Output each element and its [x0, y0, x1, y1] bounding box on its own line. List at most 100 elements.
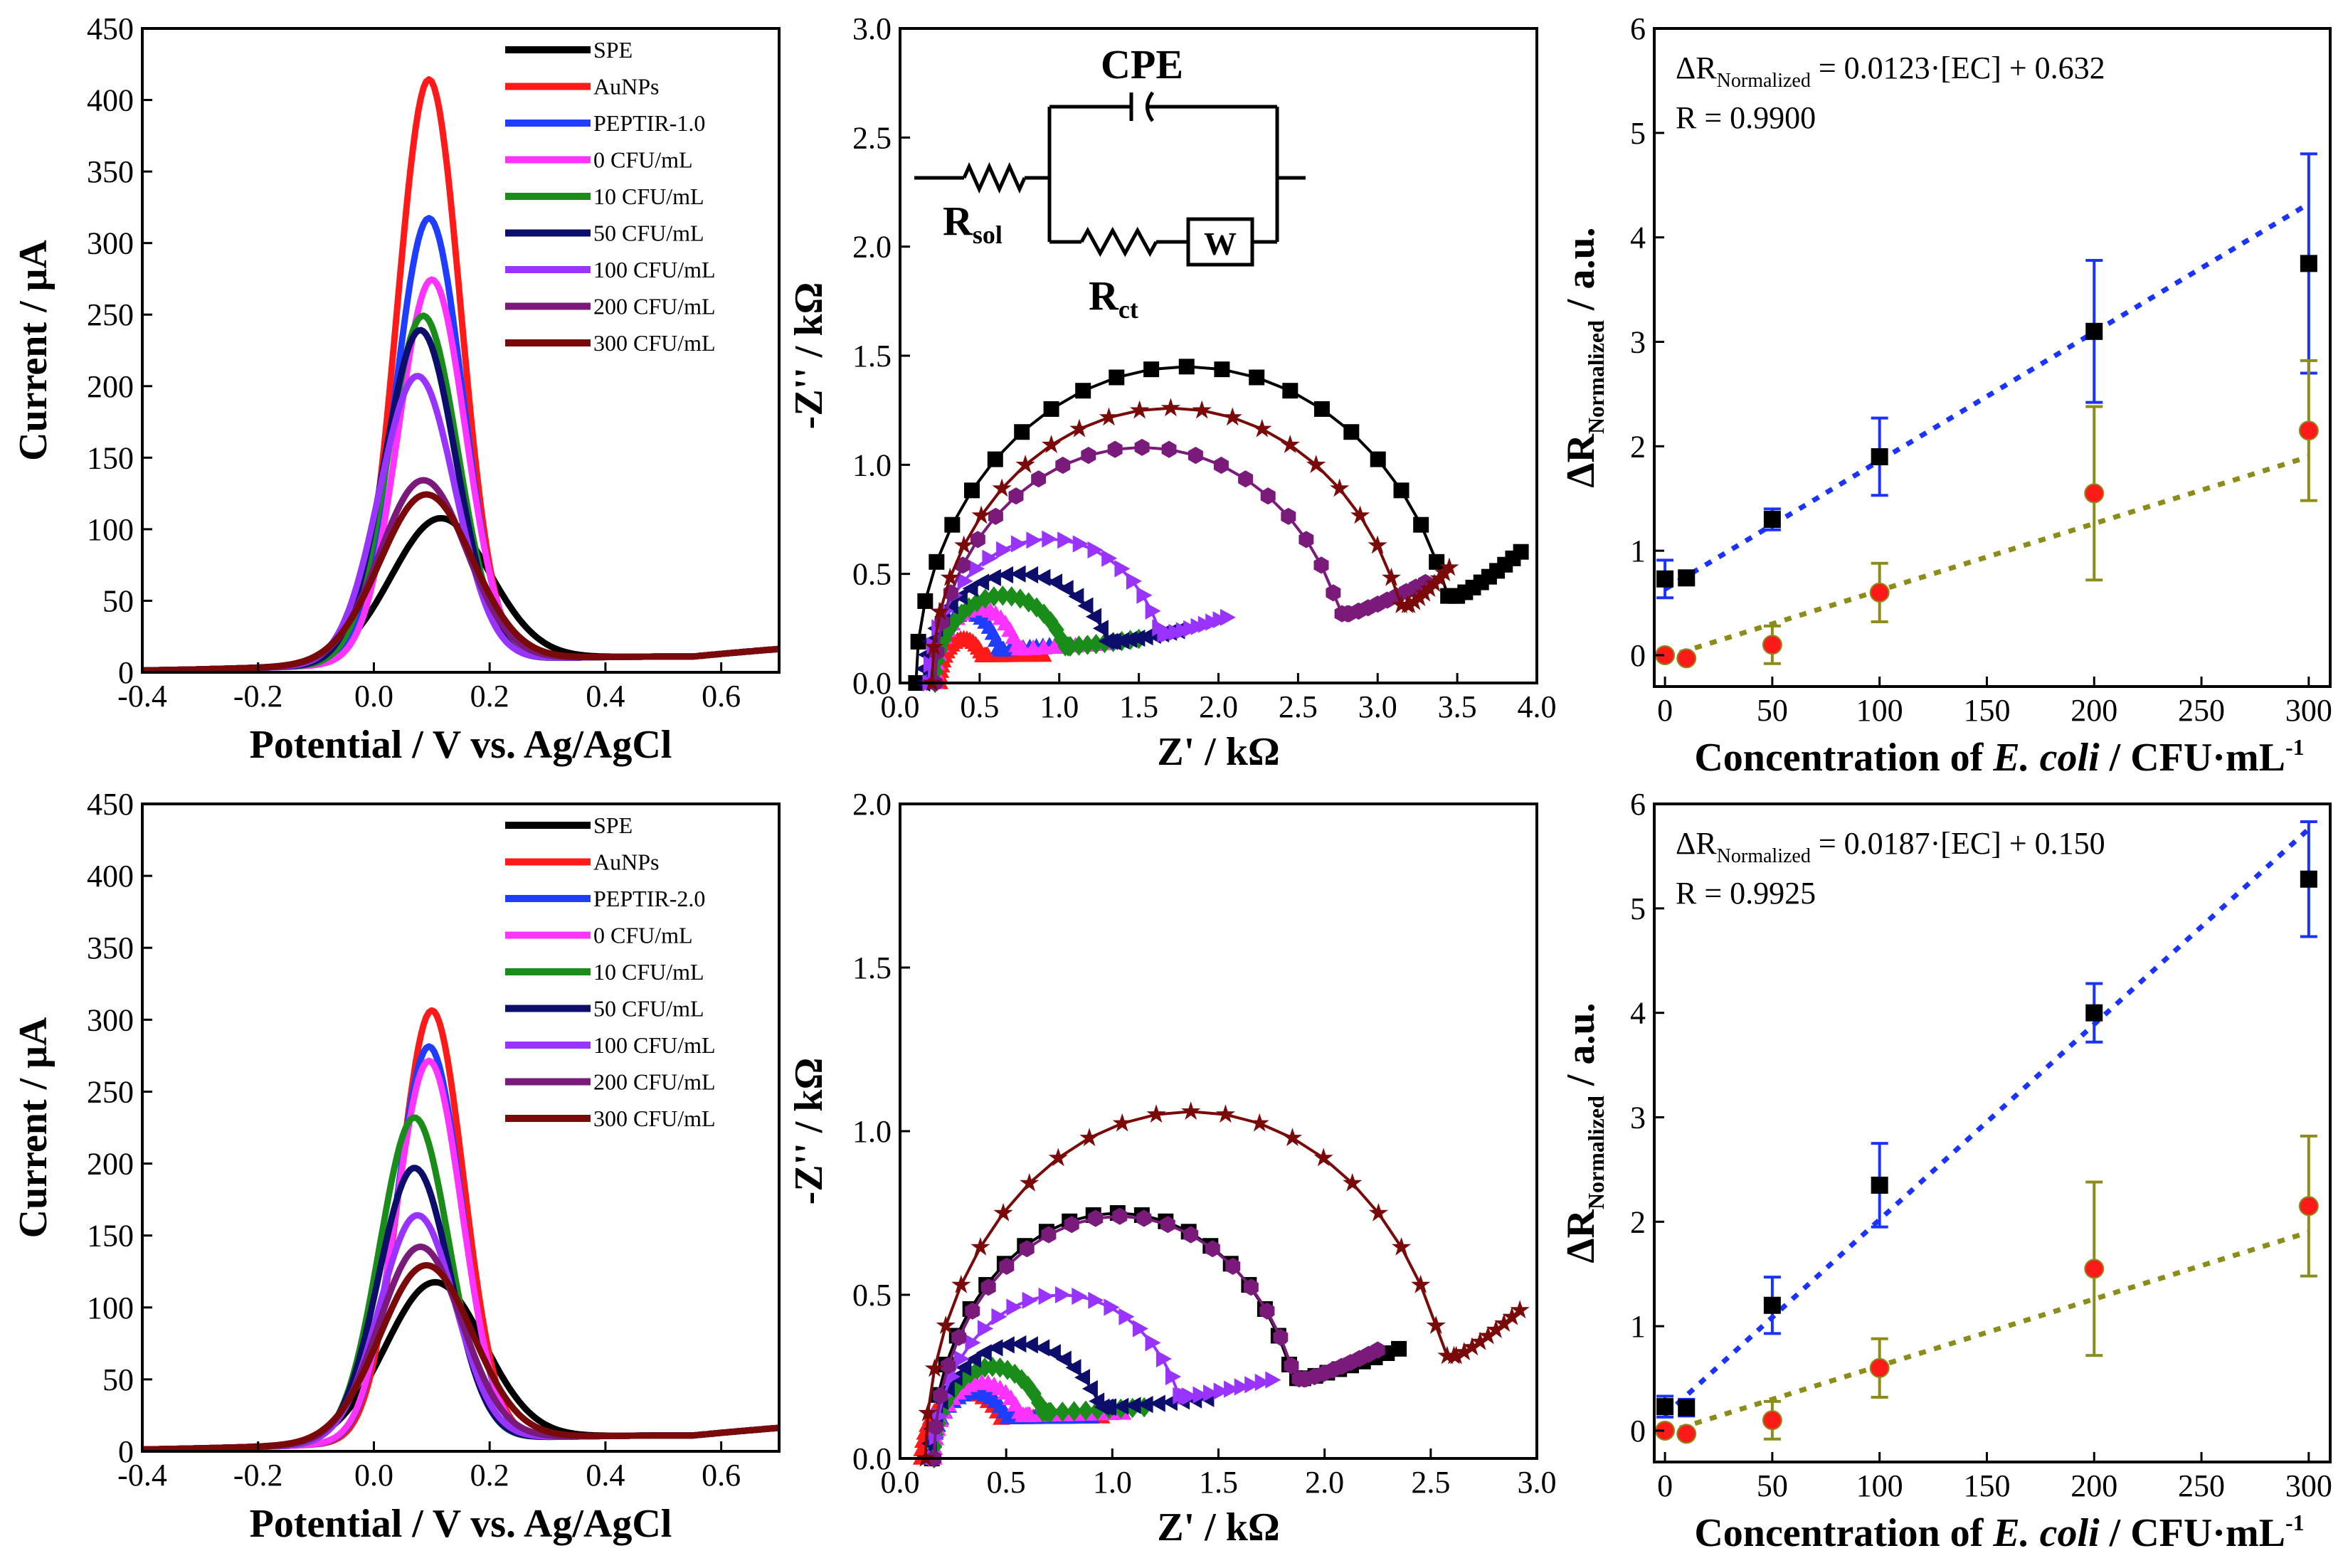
nyquist-point	[1370, 451, 1386, 467]
nyquist-point	[940, 567, 960, 586]
nyquist-point	[1146, 1104, 1166, 1123]
nyquist-x-tick-label: 1.0	[1093, 1465, 1132, 1500]
data-point	[1676, 1424, 1697, 1444]
nyquist-point	[1088, 1209, 1104, 1227]
rct-sub: ct	[1118, 295, 1138, 324]
legend-label: 0 CFU/mL	[593, 147, 693, 173]
nyquist-point	[1145, 1334, 1161, 1352]
nyquist-y-tick-label: 1.5	[852, 950, 892, 985]
nyquist-point	[1130, 400, 1150, 419]
calib-y-tick-label: 6	[1630, 11, 1646, 46]
nyquist-point	[1057, 531, 1074, 549]
nyquist-point	[1400, 595, 1419, 613]
fit-line	[1664, 454, 2310, 660]
nyquist-point	[1273, 1328, 1289, 1346]
nyquist-point	[1409, 588, 1429, 607]
calib-x-tick-label: 250	[2178, 693, 2225, 728]
nyquist-x-tick-label: 4.0	[1518, 689, 1557, 724]
nyquist-point	[1281, 507, 1296, 525]
nyquist-point	[1260, 487, 1276, 505]
legend-label: 0 CFU/mL	[593, 923, 693, 948]
nyquist-point	[1008, 487, 1024, 505]
x-title-sup: -1	[2285, 1510, 2305, 1535]
nyquist-x-tick-label: 3.0	[1358, 689, 1397, 724]
nyquist-y-tick-label: 0.0	[852, 1441, 892, 1476]
nyquist-point	[1350, 505, 1370, 524]
nyquist-point	[971, 505, 991, 524]
nyquist-point	[1136, 586, 1153, 604]
nyquist-point	[1041, 1226, 1057, 1244]
resistor-icon	[1079, 226, 1158, 258]
nyquist-point	[924, 1358, 945, 1377]
calib-x-tick-label: 50	[1757, 693, 1788, 728]
calib-y-tick-label: 0	[1630, 1414, 1646, 1448]
nyquist-point	[1280, 435, 1300, 453]
rct-label: Rct	[1089, 272, 1138, 324]
nyquist-point	[1044, 1344, 1061, 1362]
nyquist-point	[918, 1403, 938, 1421]
calib-y-tick-label: 4	[1630, 221, 1646, 255]
data-point	[1678, 569, 1696, 587]
nyquist-point	[1510, 1300, 1530, 1319]
nyquist-x-tick-label: 2.5	[1279, 689, 1318, 724]
nyquist-point	[1014, 424, 1030, 440]
legend-label: 300 CFU/mL	[593, 330, 716, 356]
x-axis-title: Potential / V vs. Ag/AgCl	[250, 1502, 672, 1546]
nyquist-point	[1031, 470, 1047, 488]
dpv-chart-top: -0.4 -0.2 0.0 0.2 0.4 0.6 0 50 100 150 200 250 300 35…	[11, 11, 781, 767]
nyquist-point	[1055, 1350, 1072, 1368]
nyquist-point	[1224, 1380, 1240, 1398]
nyquist-point	[966, 1350, 981, 1368]
calib-y-tick-label: 1	[1630, 1309, 1646, 1344]
nyquist-point	[910, 633, 926, 650]
rsol-sub: sol	[973, 221, 1003, 249]
cpe-plate-icon	[1146, 91, 1155, 122]
dpv-chart-bottom: -0.4 -0.2 0.0 0.2 0.4 0.6 0 50 100 150 200 250 300 35…	[11, 787, 781, 1546]
fit-line	[1664, 201, 2310, 592]
nyquist-point	[1414, 583, 1434, 602]
dpv-x-tick-label: -0.2	[233, 679, 283, 714]
nyquist-point	[987, 451, 1003, 467]
nyquist-point	[1213, 1382, 1229, 1400]
nyquist-point	[975, 1344, 992, 1362]
calib-x-tick-label: 300	[2285, 1468, 2332, 1503]
calib-x-tick-label: 100	[1856, 693, 1903, 728]
nyquist-point	[1114, 560, 1131, 578]
nyquist-point	[1129, 629, 1146, 647]
calib-frame	[1653, 802, 2332, 1463]
nyquist-point	[1055, 456, 1071, 475]
nyquist-point	[992, 478, 1012, 497]
dpv-series-line	[142, 373, 779, 672]
nyquist-point	[1391, 1340, 1407, 1357]
nyquist-point	[1065, 1359, 1081, 1377]
nyquist-point	[987, 1339, 1003, 1357]
x-title-sup: -1	[2285, 734, 2305, 760]
data-point	[1763, 1296, 1781, 1314]
nyquist-point	[930, 601, 950, 620]
nyquist-point	[1054, 1286, 1071, 1304]
nyquist-point	[1010, 565, 1026, 583]
nyquist-point	[1069, 418, 1089, 438]
nyquist-point	[1081, 1379, 1098, 1398]
regression-equation: ΔRNormalized = 0.0123·[EC] + 0.632	[1676, 51, 2105, 92]
nyquist-point	[1137, 1396, 1153, 1414]
y-axis-title: ΔRNormalized / a.u.	[1559, 227, 1609, 487]
nyquist-point	[963, 482, 980, 499]
legend-label: 100 CFU/mL	[593, 257, 716, 282]
data-point	[1763, 511, 1781, 529]
data-point	[1678, 1399, 1696, 1416]
dpv-x-tick-label: 0.2	[470, 1458, 509, 1493]
dpv-series-line	[142, 1244, 779, 1451]
data-point	[1676, 648, 1697, 669]
data-point	[2300, 255, 2317, 272]
nyquist-point	[1326, 584, 1341, 602]
nyquist-y-tick-label: 2.0	[852, 787, 892, 822]
nyquist-point	[1454, 1342, 1474, 1361]
nyquist-point	[1010, 535, 1027, 553]
data-point	[1762, 1410, 1782, 1431]
dpv-y-tick-label: 200	[87, 369, 134, 404]
legend-label: 10 CFU/mL	[593, 959, 704, 985]
data-point	[2084, 483, 2105, 504]
legend-label: 50 CFU/mL	[593, 996, 704, 1022]
